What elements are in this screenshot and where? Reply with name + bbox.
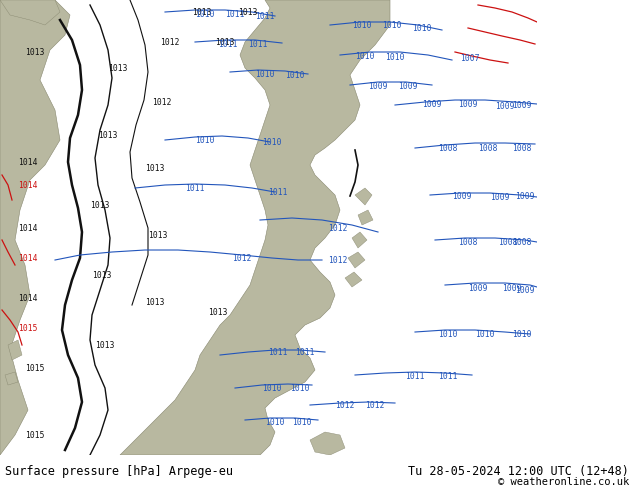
Text: 1010: 1010 <box>438 329 458 339</box>
Text: 1009: 1009 <box>452 192 472 200</box>
Text: 1015: 1015 <box>18 323 38 333</box>
Text: 1009: 1009 <box>490 193 510 201</box>
Polygon shape <box>352 232 367 248</box>
Text: Surface pressure [hPa] Arpege-eu: Surface pressure [hPa] Arpege-eu <box>5 465 233 478</box>
Text: 1015: 1015 <box>25 364 45 372</box>
Text: 1010: 1010 <box>353 21 372 29</box>
Text: 1014: 1014 <box>18 294 38 302</box>
Text: 1009: 1009 <box>515 192 534 200</box>
Text: 1010: 1010 <box>195 9 215 19</box>
Text: 1009: 1009 <box>398 81 418 91</box>
Text: 1009: 1009 <box>422 99 442 108</box>
Text: 1010: 1010 <box>476 329 495 339</box>
Polygon shape <box>8 340 22 360</box>
Polygon shape <box>120 0 390 455</box>
Text: 1010: 1010 <box>292 417 312 426</box>
Text: 1008: 1008 <box>438 144 458 152</box>
Text: 1011: 1011 <box>249 40 268 49</box>
Text: 1011: 1011 <box>405 371 425 381</box>
Text: 1011: 1011 <box>438 371 458 381</box>
Text: 1014: 1014 <box>18 223 38 233</box>
Polygon shape <box>0 0 60 25</box>
Text: 1013: 1013 <box>216 38 235 47</box>
Text: 1011: 1011 <box>256 11 275 21</box>
Text: 1009: 1009 <box>368 81 388 91</box>
Text: 1012: 1012 <box>365 400 385 410</box>
Text: 1009: 1009 <box>495 101 515 111</box>
Text: 1014: 1014 <box>18 157 38 167</box>
Text: 1012: 1012 <box>328 255 347 265</box>
Text: 1009: 1009 <box>515 286 534 294</box>
Text: 1010: 1010 <box>262 138 281 147</box>
Text: 1009: 1009 <box>458 99 478 108</box>
Text: 1011: 1011 <box>185 184 205 193</box>
Text: 1013: 1013 <box>208 308 228 317</box>
Text: 1013: 1013 <box>90 200 110 210</box>
Text: 1013: 1013 <box>93 270 112 279</box>
Text: 1013: 1013 <box>238 7 258 17</box>
Text: 1012: 1012 <box>335 400 355 410</box>
Text: Tu 28-05-2024 12:00 UTC (12+48): Tu 28-05-2024 12:00 UTC (12+48) <box>408 465 629 478</box>
Text: 1008: 1008 <box>512 238 532 246</box>
Text: 1010: 1010 <box>512 329 532 339</box>
Text: 1013: 1013 <box>145 297 165 307</box>
Text: 1010: 1010 <box>382 21 402 29</box>
Polygon shape <box>0 0 70 455</box>
Polygon shape <box>310 432 345 455</box>
Text: 1013: 1013 <box>25 48 45 56</box>
Text: 1012: 1012 <box>152 98 172 106</box>
Polygon shape <box>345 272 362 287</box>
Text: 1007: 1007 <box>460 53 480 63</box>
Text: 1011: 1011 <box>268 188 288 196</box>
Polygon shape <box>355 188 372 205</box>
Text: 1013: 1013 <box>108 64 127 73</box>
Polygon shape <box>348 252 365 268</box>
Text: 1010: 1010 <box>256 70 275 78</box>
Polygon shape <box>5 372 18 385</box>
Text: 1011: 1011 <box>218 40 238 49</box>
Text: 1011: 1011 <box>295 347 314 357</box>
Text: 1008: 1008 <box>498 238 518 246</box>
Text: 1010: 1010 <box>265 417 285 426</box>
Text: 1013: 1013 <box>192 7 212 17</box>
Text: 1010: 1010 <box>412 24 432 32</box>
Text: 1009: 1009 <box>502 284 522 293</box>
Text: 1013: 1013 <box>98 130 118 140</box>
Text: 1010: 1010 <box>355 51 375 60</box>
Text: 1009: 1009 <box>512 100 532 109</box>
Text: 1014: 1014 <box>18 180 38 190</box>
Text: 1013: 1013 <box>95 341 115 349</box>
Text: 1010: 1010 <box>385 52 404 62</box>
Text: 1008: 1008 <box>512 144 532 152</box>
Text: 1013: 1013 <box>148 230 168 240</box>
Text: 1009: 1009 <box>469 284 488 293</box>
Text: 1015: 1015 <box>25 431 45 440</box>
Text: 1008: 1008 <box>478 144 498 152</box>
Text: 1012: 1012 <box>328 223 347 233</box>
Text: 1010: 1010 <box>290 384 310 392</box>
Text: © weatheronline.co.uk: © weatheronline.co.uk <box>498 477 629 487</box>
Text: 1010: 1010 <box>195 136 215 145</box>
Text: 1014: 1014 <box>18 253 38 263</box>
Text: 1013: 1013 <box>145 164 165 172</box>
Text: 1011: 1011 <box>225 9 245 19</box>
Polygon shape <box>358 210 373 225</box>
Text: 1012: 1012 <box>232 253 252 263</box>
Text: 1011: 1011 <box>268 347 288 357</box>
Text: 1012: 1012 <box>160 38 180 47</box>
Text: 1008: 1008 <box>458 238 478 246</box>
Text: 1010: 1010 <box>262 384 281 392</box>
Text: 1010: 1010 <box>285 71 305 79</box>
